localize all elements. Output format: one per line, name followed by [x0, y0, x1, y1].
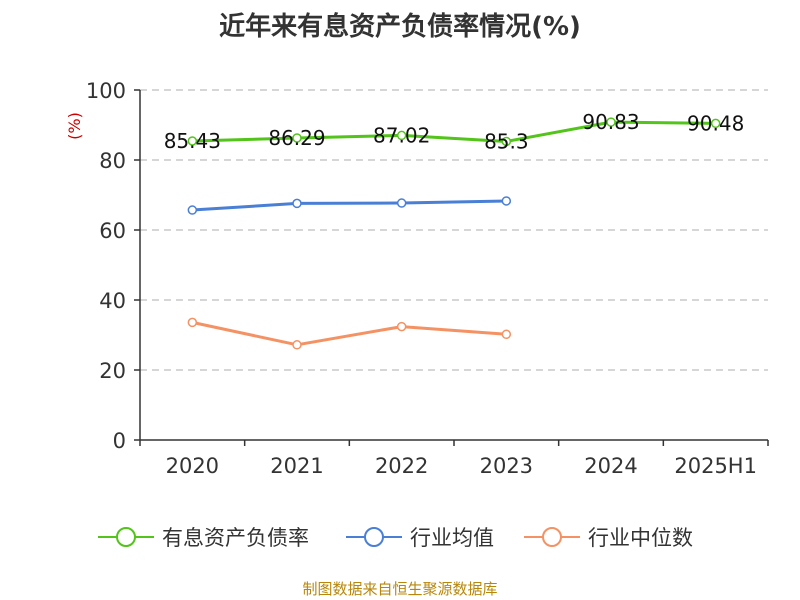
x-tick-label: 2021	[270, 454, 323, 478]
data-label: 85.43	[164, 129, 221, 153]
y-tick-label: 80	[99, 149, 126, 173]
data-point	[292, 198, 302, 209]
data-point	[501, 329, 512, 340]
legend-label: 行业均值	[410, 526, 494, 550]
x-tick-label: 2024	[584, 454, 637, 478]
data-label: 90.83	[582, 110, 639, 134]
data-label: 85.3	[484, 129, 529, 153]
legend-item: 行业中位数	[524, 526, 693, 550]
data-point	[292, 133, 302, 143]
series-line-1	[192, 120, 716, 143]
axes: 0 20 40 60 80 100 2020 2021 2022 2023 2024 2025H1 (%…	[65, 79, 769, 478]
data-point	[187, 136, 198, 146]
legend-swatch-marker	[364, 527, 384, 547]
legend-swatch-marker	[116, 527, 136, 547]
y-tick-label: 100	[86, 79, 126, 103]
x-tick-label: 2020	[166, 454, 219, 478]
data-point	[187, 317, 198, 328]
legend-label: 有息资产负债率	[162, 526, 309, 550]
x-tick-label: 2025H1	[674, 454, 757, 478]
y-tick-label: 20	[99, 359, 126, 383]
data-label: 90.48	[687, 111, 744, 135]
chart-title: 近年来有息资产负债率情况(%)	[219, 12, 581, 42]
y-axis-label: (%)	[65, 112, 84, 140]
data-point	[501, 136, 512, 147]
y-tick-label: 60	[99, 219, 126, 243]
x-tick-label: 2022	[375, 454, 428, 478]
data-label: 86.29	[268, 126, 325, 150]
y-tick-label: 40	[99, 289, 126, 313]
data-point	[501, 196, 512, 206]
data-point	[292, 340, 302, 350]
data-point	[396, 130, 407, 141]
legend-label: 行业中位数	[588, 526, 693, 550]
grid-lines	[140, 89, 768, 371]
x-tick-label: 2023	[480, 454, 533, 478]
y-tick-label: 0	[113, 429, 126, 453]
series-line-3	[192, 320, 507, 347]
source-note: 制图数据来自恒生聚源数据库	[302, 580, 498, 598]
legend-swatch-marker	[542, 527, 562, 547]
data-label: 87.02	[373, 123, 430, 147]
data-point	[606, 117, 616, 127]
legend-item: 行业均值	[346, 526, 494, 550]
series-lines	[187, 117, 721, 350]
data-point	[396, 321, 407, 332]
series-line-2	[192, 199, 507, 212]
data-point	[710, 118, 721, 129]
data-point	[396, 198, 407, 208]
legend-item: 有息资产负债率	[98, 526, 309, 550]
data-point	[187, 205, 198, 215]
data-labels: 85.43 86.29 87.02 85.3 90.83 90.48	[164, 110, 745, 153]
legend: 有息资产负债率 行业均值 行业中位数	[98, 526, 693, 550]
